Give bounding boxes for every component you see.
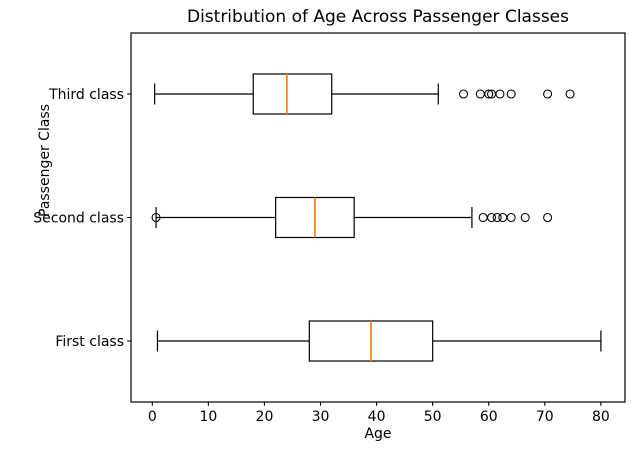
outlier-point-second-class [543, 212, 553, 223]
x-tick-label: 0 [148, 409, 157, 425]
y-tick-label: Third class [48, 87, 124, 103]
chart-title: Distribution of Age Across Passenger Cla… [186, 7, 569, 27]
outlier-point-third-class [506, 89, 516, 99]
outlier-point-third-class [458, 89, 469, 99]
outlier-point-second-class [492, 212, 502, 223]
outlier-point-third-class [495, 89, 505, 99]
outlier-point-second-class [506, 212, 516, 223]
x-tick-label: 50 [424, 409, 442, 425]
x-tick-label: 40 [368, 409, 386, 425]
y-tick-label: Second class [33, 211, 124, 227]
outlier-point-third-class [543, 89, 553, 99]
outlier-point-second-class [486, 212, 497, 223]
x-tick-label: 80 [592, 409, 610, 425]
outlier-point-third-class [484, 89, 494, 99]
x-tick-label: 60 [480, 409, 498, 425]
x-tick-label: 10 [199, 409, 217, 425]
x-axis-label: Age [364, 426, 392, 442]
outlier-point-second-class [520, 212, 530, 223]
x-tick-label: 30 [312, 409, 330, 425]
x-tick-label: 20 [256, 409, 274, 425]
box-third-class [252, 73, 333, 115]
outlier-point-second-class [151, 212, 161, 223]
outlier-point-third-class [565, 89, 575, 99]
x-tick-label: 70 [536, 409, 554, 425]
y-tick-label: First class [55, 334, 124, 350]
